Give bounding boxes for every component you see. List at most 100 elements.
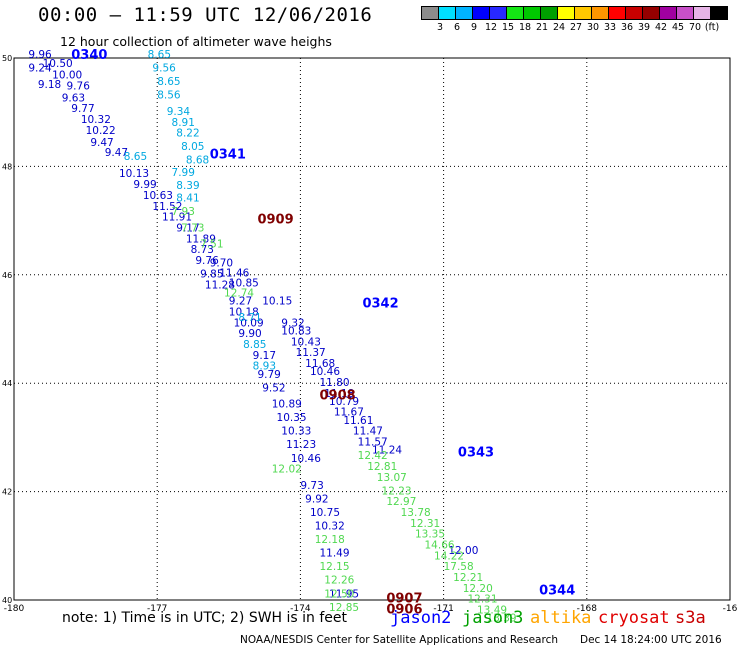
- wave-height-value: 8.91: [172, 117, 195, 129]
- pass-number-label: 0906: [386, 603, 422, 618]
- longitude-tick-label: -177: [147, 604, 167, 614]
- wave-height-value: 9.70: [210, 258, 233, 270]
- wave-height-value: 12.74: [224, 287, 254, 299]
- wave-height-value: 10.43: [291, 336, 321, 348]
- wave-height-value: 11.49: [319, 548, 349, 560]
- pass-number-label: 0908: [319, 388, 355, 403]
- latitude-tick-label: 46: [2, 271, 12, 280]
- wave-height-value: 12.97: [386, 496, 416, 508]
- wave-height-value: 14.66: [425, 540, 455, 552]
- wave-height-value: 12.85: [329, 602, 359, 614]
- map-frame: [13, 57, 731, 601]
- wave-height-value: 9.79: [257, 369, 280, 381]
- wave-height-value: 9.56: [152, 63, 176, 75]
- color-scale-label: 15: [501, 22, 515, 33]
- color-scale-label: 9: [470, 22, 478, 33]
- color-scale-labels: 3 6 9 12 15 18 21 24 27 30 33 36 39 42 45 70 (ft): [422, 22, 740, 36]
- wave-height-value: 9.47: [90, 137, 113, 149]
- wave-height-value: 9.76: [195, 255, 219, 267]
- color-scale-label: 24: [552, 22, 566, 33]
- wave-height-value: 9.52: [262, 382, 285, 394]
- color-scale-label: 30: [586, 22, 600, 33]
- legend-altika: altika: [530, 608, 592, 628]
- latitude-tick-label: 50: [2, 54, 12, 63]
- wave-height-value: 10.00: [52, 70, 82, 82]
- pass-number-label: 0340: [71, 48, 107, 63]
- wave-height-value: 8.65: [157, 76, 180, 88]
- wave-height-value: 11.89: [186, 233, 216, 245]
- wave-height-value: 11.68: [305, 358, 335, 370]
- wave-height-value: 10.63: [143, 190, 173, 202]
- wave-height-value: 9.18: [38, 79, 61, 91]
- color-scale-label: 21: [535, 22, 549, 33]
- pass-number-label: 0342: [362, 296, 398, 311]
- wave-height-value: 8.56: [157, 90, 181, 102]
- wave-height-value: 9.27: [229, 296, 252, 308]
- color-scale-label: 42: [654, 22, 668, 33]
- wave-height-value: 7.93: [172, 206, 195, 218]
- color-scale-label: 39: [637, 22, 651, 33]
- wave-height-value: 9.96: [28, 49, 52, 61]
- wave-height-value: 8.73: [191, 244, 214, 256]
- wave-height-value: 9.90: [238, 328, 261, 340]
- wave-height-value: 12.23: [382, 485, 412, 497]
- wave-height-value: 8.22: [176, 128, 199, 140]
- latitude-tick-label: 40: [2, 596, 12, 605]
- map-title: 00:00 – 11:59 UTC 12/06/2016: [38, 4, 373, 26]
- wave-height-value: 13.07: [377, 472, 407, 484]
- wave-height-value: 8.65: [148, 49, 171, 61]
- color-scale-label: 18: [518, 22, 532, 33]
- color-scale-label: (ft): [704, 22, 720, 33]
- wave-height-value: 11.23: [286, 439, 316, 451]
- wave-height-value: 11.37: [296, 347, 326, 359]
- latitude-tick-label: 48: [2, 162, 12, 171]
- color-scale-label: 3: [436, 22, 444, 33]
- wave-height-value: 17.58: [444, 561, 474, 573]
- wave-height-value: 10.46: [291, 453, 321, 465]
- wave-height-value: 9.17: [253, 350, 276, 362]
- wave-height-value: 8.68: [186, 155, 209, 167]
- wave-height-value: 12.00: [448, 545, 478, 557]
- wave-height-value: 10.22: [86, 125, 116, 137]
- wave-height-value: 12.15: [319, 561, 349, 573]
- wave-height-value: 11.67: [334, 407, 364, 419]
- wave-height-value: 9.73: [300, 480, 323, 492]
- wave-height-value: 11.18: [324, 388, 354, 400]
- wave-height-value: 10.13: [119, 168, 149, 180]
- credit-text: NOAA/NESDIS Center for Satellite Applica…: [240, 634, 558, 646]
- wave-height-value: 8.71: [238, 312, 261, 324]
- wave-height-value: 10.18: [229, 306, 259, 318]
- wave-height-value: 9.47: [105, 147, 128, 159]
- wave-height-value: 10.83: [281, 325, 311, 337]
- wave-height-value: 10.33: [281, 426, 311, 438]
- wave-height-value: 8.93: [253, 361, 276, 373]
- wave-height-value: 11.91: [162, 212, 192, 224]
- wave-height-value: 12.18: [315, 534, 345, 546]
- color-scale-label: 33: [603, 22, 617, 33]
- legend: note: 1) Time is in UTC; 2) SWH is in fe…: [62, 610, 347, 626]
- pass-number-label: 0341: [210, 147, 246, 162]
- wave-height-value: 10.46: [310, 366, 340, 378]
- wave-height-value: 9.92: [305, 493, 328, 505]
- wave-height-value: 13.49: [477, 605, 507, 617]
- wave-height-value: 13.39: [487, 613, 517, 625]
- longitude-tick-label: -16: [723, 604, 738, 614]
- latitude-tick-label: 42: [2, 488, 12, 497]
- wave-height-value: 8.39: [176, 180, 199, 192]
- color-scale-label: 6: [453, 22, 461, 33]
- map-subtitle: 12 hour collection of altimeter wave hei…: [60, 34, 332, 49]
- wave-height-value: 9.63: [62, 92, 85, 104]
- wave-height-value: 12.31: [410, 518, 440, 530]
- latitude-tick-label: 44: [2, 379, 12, 388]
- wave-height-value: 11.28: [205, 279, 235, 291]
- wave-height-value: 12.42: [358, 450, 388, 462]
- pass-number-label: 0909: [257, 212, 293, 227]
- legend-s3a: s3a: [675, 608, 706, 628]
- wave-height-value: 12.31: [467, 594, 497, 606]
- wave-height-value: 10.85: [229, 278, 259, 290]
- wave-height-value: 10.32: [81, 114, 111, 126]
- wave-height-value: 12.20: [463, 583, 493, 595]
- wave-height-value: 12.02: [272, 464, 302, 476]
- color-scale-label: 12: [484, 22, 498, 33]
